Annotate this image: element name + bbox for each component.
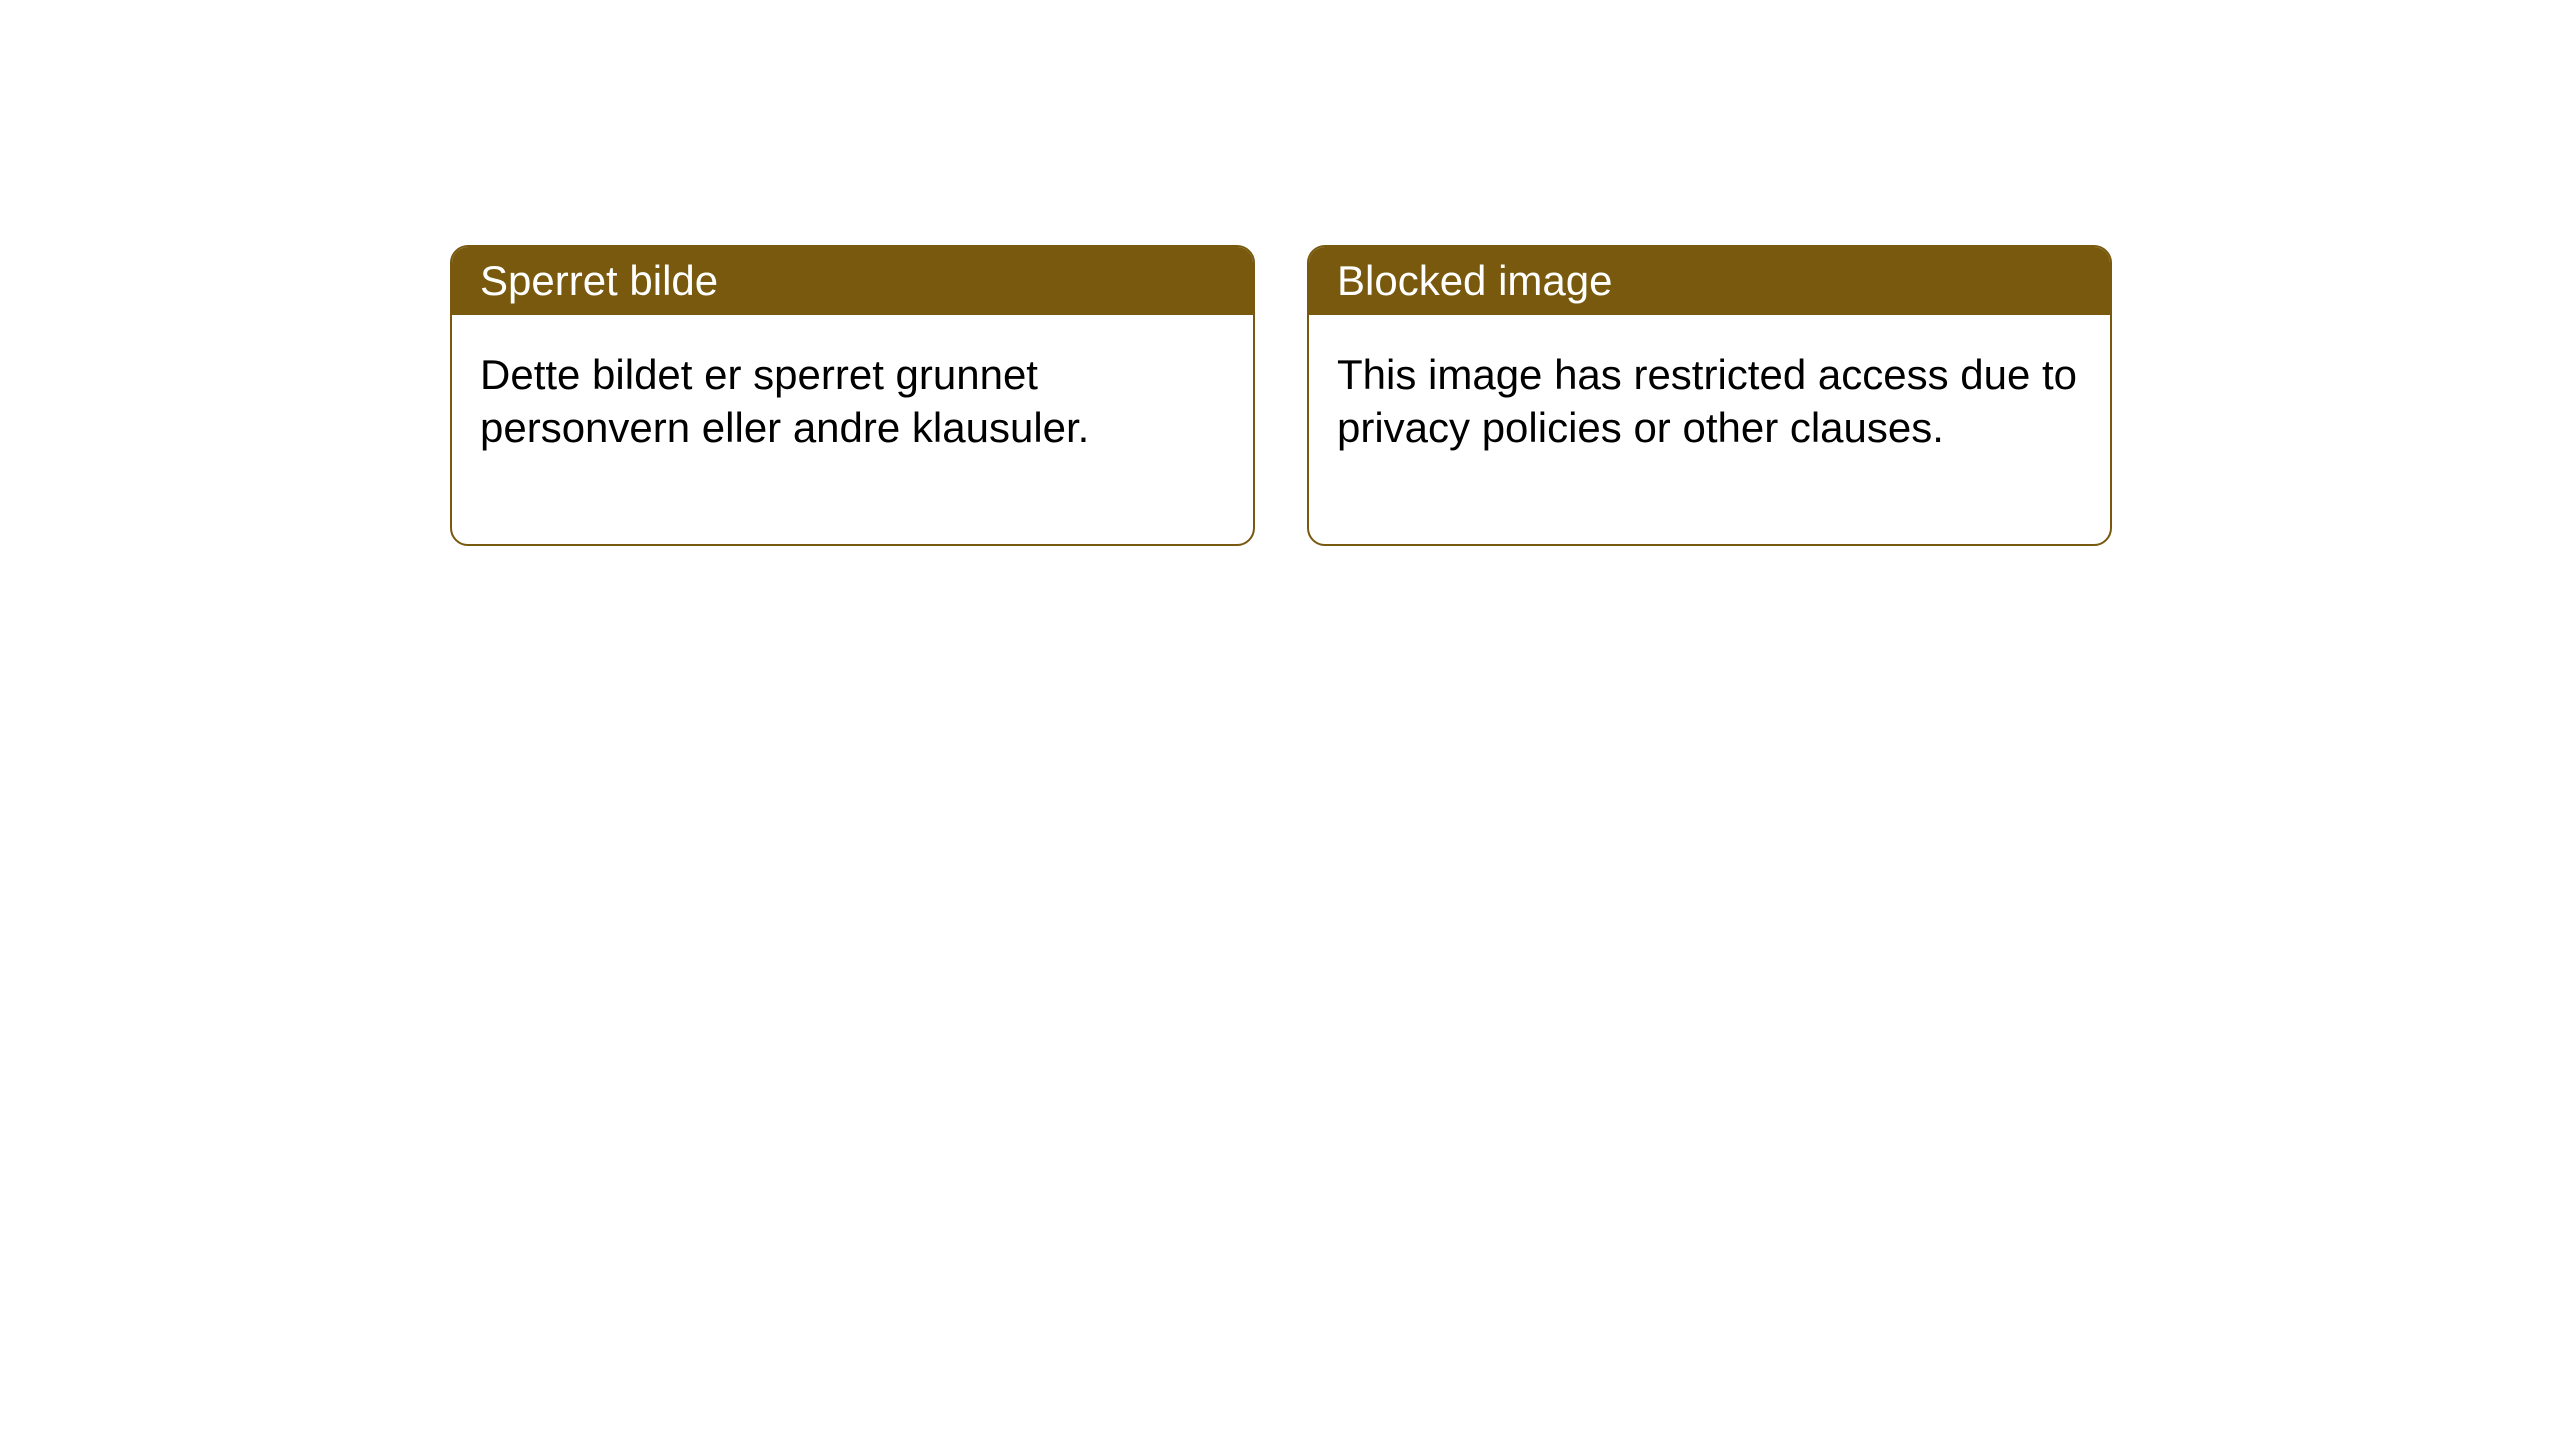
card-header: Sperret bilde [452, 247, 1253, 315]
card-body-text: This image has restricted access due to … [1337, 351, 2077, 451]
card-title: Blocked image [1337, 257, 1612, 304]
cards-container: Sperret bilde Dette bildet er sperret gr… [0, 0, 2560, 546]
card-body-text: Dette bildet er sperret grunnet personve… [480, 351, 1089, 451]
card-body: Dette bildet er sperret grunnet personve… [452, 315, 1253, 544]
card-header: Blocked image [1309, 247, 2110, 315]
blocked-image-card-en: Blocked image This image has restricted … [1307, 245, 2112, 546]
card-title: Sperret bilde [480, 257, 718, 304]
blocked-image-card-no: Sperret bilde Dette bildet er sperret gr… [450, 245, 1255, 546]
card-body: This image has restricted access due to … [1309, 315, 2110, 544]
